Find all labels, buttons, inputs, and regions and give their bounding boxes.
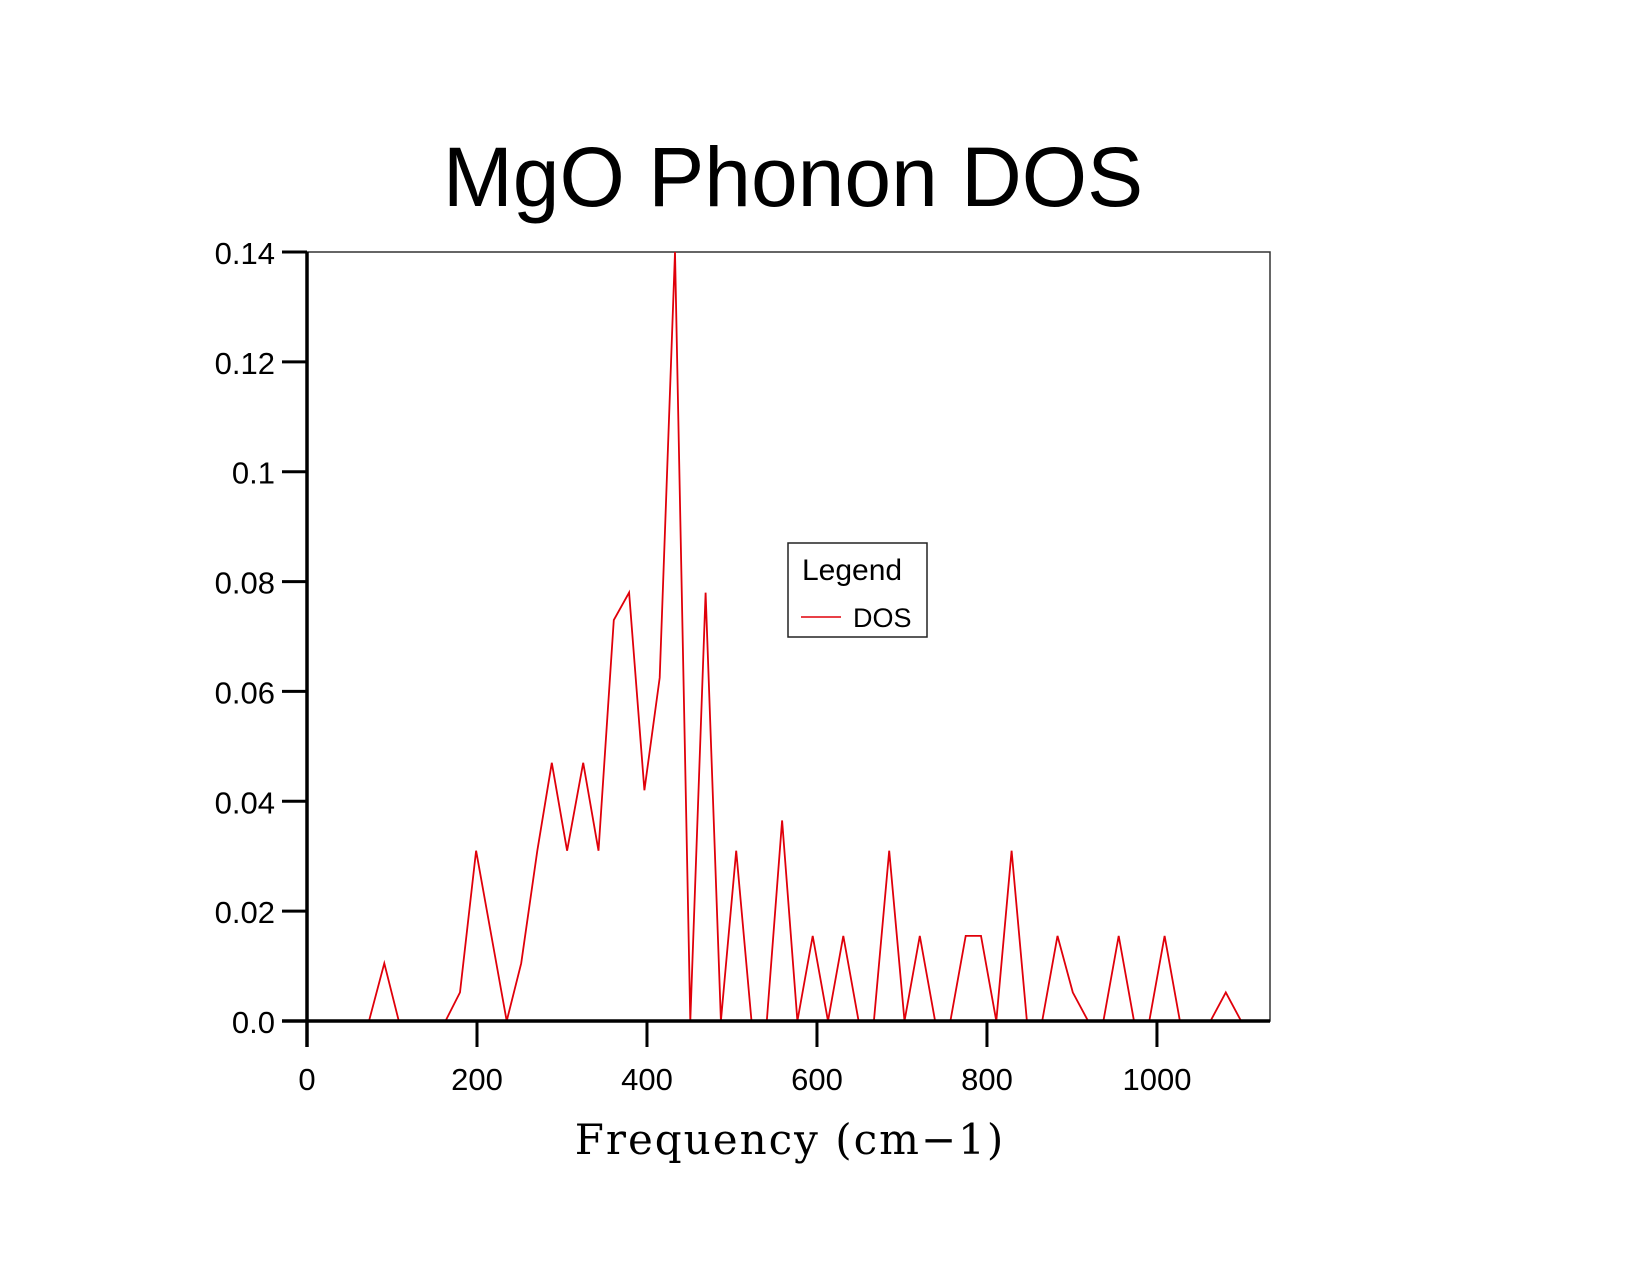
x-tick-label: 0 — [298, 1062, 315, 1097]
y-tick-label: 0.14 — [215, 236, 275, 271]
x-tick-label: 400 — [621, 1062, 673, 1097]
y-tick-label: 0.12 — [215, 346, 275, 381]
y-tick-label: 0.06 — [215, 675, 275, 710]
y-tick-label: 0.02 — [215, 895, 275, 930]
x-ticks: 0 200 400 600 800 1000 — [298, 1021, 1191, 1097]
x-tick-label: 200 — [451, 1062, 503, 1097]
x-tick-label: 1000 — [1122, 1062, 1191, 1097]
x-tick-label: 600 — [791, 1062, 843, 1097]
y-ticks: 0.0 0.02 0.04 0.06 0.08 0.1 0.12 0.14 — [215, 236, 307, 1040]
legend-box — [787, 542, 928, 638]
y-tick-label: 0.04 — [215, 785, 275, 820]
x-tick-label: 800 — [961, 1062, 1013, 1097]
chart-title: MgO Phonon DOS — [443, 130, 1143, 224]
y-tick-label: 0.0 — [232, 1005, 275, 1040]
legend-entry-dos: DOS — [853, 603, 912, 633]
y-tick-label: 0.1 — [232, 456, 275, 491]
legend: Legend DOS — [787, 542, 928, 638]
x-axis-label: Frequency (cm−1) — [575, 1115, 1006, 1164]
y-tick-label: 0.08 — [215, 566, 275, 601]
legend-title: Legend — [802, 554, 902, 587]
